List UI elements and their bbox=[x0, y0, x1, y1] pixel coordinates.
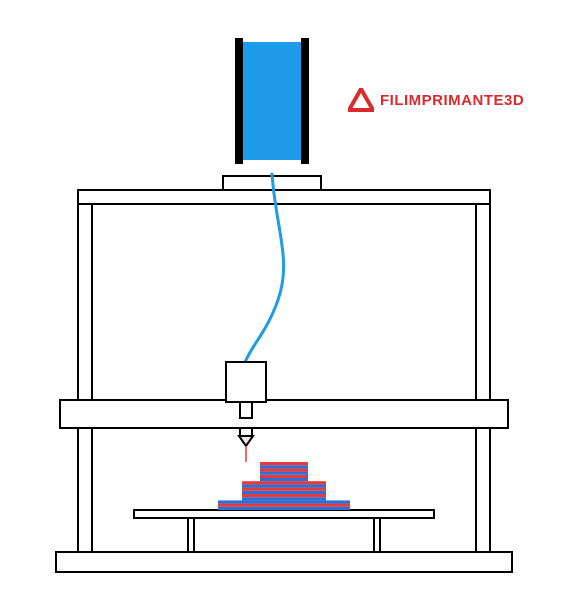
triangle-icon bbox=[348, 88, 374, 112]
brand-text: FILIMPRIMANTE3D bbox=[380, 92, 524, 109]
brand-logo: FILIMPRIMANTE3D bbox=[348, 88, 524, 112]
printer-diagram: FILIMPRIMANTE3D bbox=[0, 0, 564, 600]
